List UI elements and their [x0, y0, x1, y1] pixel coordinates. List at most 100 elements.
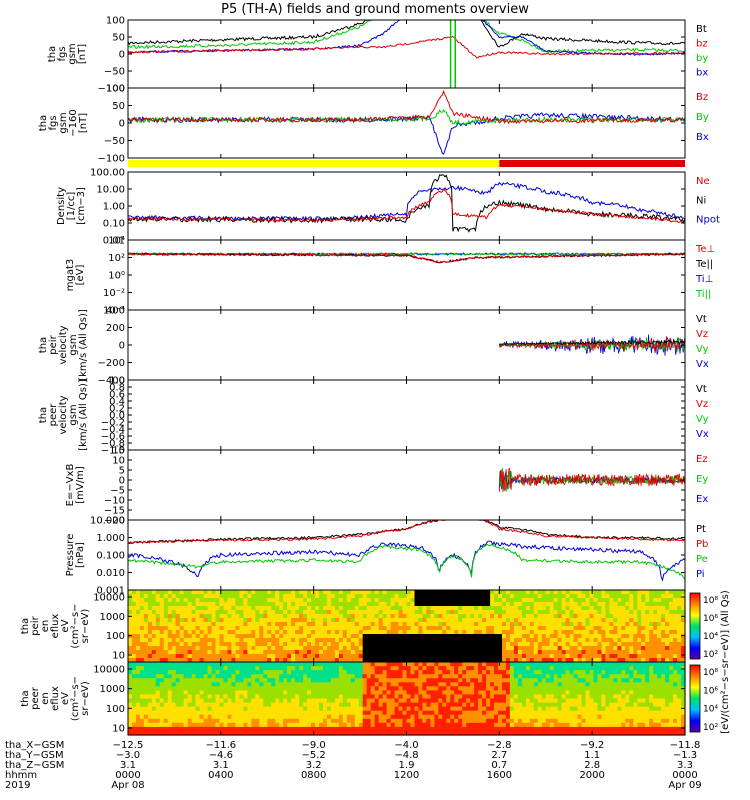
spectrogram-cell	[438, 690, 443, 696]
spectrogram-cell	[143, 694, 149, 700]
spectrogram-cell	[132, 614, 137, 619]
spectrogram-cell	[179, 650, 185, 655]
spectrogram-cell	[486, 602, 491, 607]
spectrogram-cell	[155, 694, 161, 700]
spectrogram-cell	[442, 714, 447, 720]
spectrogram-cell	[565, 658, 571, 663]
spectrogram-cell	[470, 722, 475, 728]
spectrogram-cell	[442, 614, 447, 619]
spectrogram-cell	[330, 670, 336, 675]
spectrogram-cell	[163, 674, 169, 679]
spectrogram-cell	[295, 690, 300, 696]
spectrogram-cell	[557, 718, 563, 724]
spectrogram-cell	[255, 658, 260, 663]
y-axis-label: [nT]	[77, 44, 88, 64]
spectrogram-cell	[342, 650, 348, 655]
spectrogram-cell	[251, 634, 256, 639]
spectrogram-cell	[191, 646, 197, 651]
spectrogram-cell	[569, 726, 575, 732]
spectrogram-cell	[338, 682, 344, 687]
spectrogram-cell	[295, 726, 300, 732]
spectrogram-cell	[227, 610, 233, 615]
spectrogram-cell	[605, 650, 610, 655]
spectrogram-cell	[657, 622, 662, 627]
spectrogram-cell	[299, 702, 304, 708]
spectrogram-cell	[601, 646, 607, 651]
spectrogram-cell	[366, 662, 372, 667]
spectrogram-cell	[450, 646, 455, 651]
spectrogram-cell	[227, 626, 233, 631]
spectrogram-cell	[303, 682, 308, 687]
spectrogram-cell	[466, 674, 471, 679]
spectrogram-cell	[279, 710, 284, 716]
spectrogram-cell	[494, 726, 499, 732]
spectrogram-cell	[517, 598, 523, 603]
spectrogram-cell	[390, 602, 396, 607]
spectrogram-cell	[287, 666, 292, 671]
spectrogram-cell	[370, 718, 376, 724]
spectrogram-cell	[271, 722, 276, 728]
spectrogram-cell	[418, 646, 423, 651]
spectrogram-cell	[406, 602, 412, 607]
spectrogram-cell	[581, 718, 587, 724]
spectrogram-cell	[478, 722, 483, 728]
spectrogram-cell	[585, 686, 591, 691]
spectrogram-cell	[227, 622, 233, 627]
spectrogram-cell	[438, 714, 443, 720]
spectrogram-cell	[370, 706, 376, 712]
spectrogram-cell	[227, 658, 233, 663]
spectrogram-cell	[342, 714, 348, 720]
spectrogram-cell	[418, 698, 423, 704]
spectrogram-cell	[271, 590, 276, 595]
spectrogram-cell	[390, 702, 396, 708]
spectrogram-cell	[529, 638, 535, 643]
spectrogram-cell	[657, 634, 662, 639]
spectrogram-cell	[386, 590, 392, 595]
spectrogram-cell	[295, 618, 300, 623]
spectrogram-cell	[235, 726, 240, 732]
spectrogram-cell	[414, 670, 420, 675]
spectrogram-cell	[541, 730, 547, 736]
y-axis-label: tha	[38, 337, 49, 353]
spectrogram-cell	[179, 594, 185, 599]
spectrogram-cell	[143, 674, 149, 679]
spectrogram-cell	[159, 726, 165, 732]
spectrogram-cell	[521, 638, 527, 643]
spectrogram-cell	[191, 638, 197, 643]
spectrogram-cell	[569, 674, 575, 679]
spectrogram-cell	[283, 630, 288, 635]
spectrogram-cell	[267, 638, 272, 643]
spectrogram-cell	[390, 710, 396, 716]
spectrogram-cell	[577, 714, 583, 720]
spectrogram-cell	[418, 650, 423, 655]
spectrogram-cell	[203, 670, 209, 675]
spectrogram-cell	[342, 622, 348, 627]
spectrogram-cell	[315, 590, 320, 595]
spectrogram-cell	[482, 590, 487, 595]
spectrogram-cell	[545, 638, 551, 643]
spectrogram-cell	[291, 686, 296, 691]
spectrogram-cell	[502, 670, 507, 675]
spectrogram-cell	[163, 598, 169, 603]
spectrogram-cell	[613, 654, 618, 659]
legend-Bx: Bx	[696, 132, 709, 143]
spectrogram-cell	[219, 590, 225, 595]
spectrogram-cell	[251, 722, 256, 728]
spectrogram-cell	[569, 646, 575, 651]
spectrogram-cell	[629, 626, 634, 631]
spectrogram-cell	[609, 606, 614, 611]
spectrogram-cell	[553, 622, 559, 627]
spectrogram-cell	[155, 662, 161, 667]
spectrogram-cell	[334, 658, 340, 663]
spectrogram-cell	[311, 670, 316, 675]
spectrogram-cell	[593, 642, 599, 647]
spectrogram-cell	[450, 610, 455, 615]
spectrogram-cell	[187, 614, 193, 619]
spectrogram-cell	[179, 622, 185, 627]
spectrogram-cell	[227, 698, 233, 704]
spectrogram-cell	[553, 682, 559, 687]
spectrogram-cell	[677, 610, 682, 615]
spectrogram-cell	[577, 638, 583, 643]
spectrogram-cell	[132, 670, 137, 675]
legend-Vx: Vx	[696, 429, 709, 440]
